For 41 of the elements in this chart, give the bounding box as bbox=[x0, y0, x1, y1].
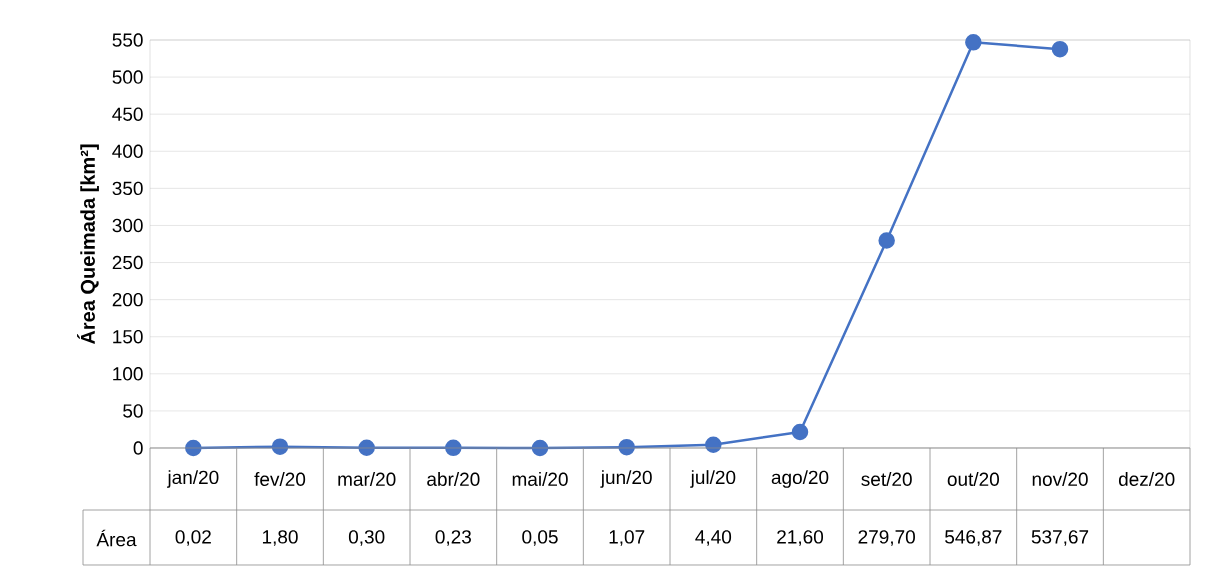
x-tick-label: mai/20 bbox=[512, 472, 568, 486]
data-label: 0,30 bbox=[348, 530, 385, 546]
y-tick-label: 250 bbox=[112, 255, 143, 270]
data-label: 546,87 bbox=[945, 530, 1002, 546]
x-tick-label: jun/20 bbox=[600, 470, 652, 488]
text: Área bbox=[96, 529, 137, 547]
y-tick-label: 400 bbox=[112, 144, 143, 158]
data-label: 0,02 bbox=[175, 530, 211, 546]
y-tick-label: 200 bbox=[112, 292, 143, 307]
data-label: 21,60 bbox=[777, 530, 824, 546]
x-tick-label: ago/20 bbox=[771, 470, 829, 488]
x-tick-label: mar/20 bbox=[338, 472, 396, 486]
y-tick-label: 100 bbox=[113, 367, 143, 381]
y-tick-label: 300 bbox=[112, 218, 143, 233]
data-label: 537,67 bbox=[1031, 530, 1089, 546]
y-tick-label: 350 bbox=[112, 181, 143, 196]
data-label: 0,23 bbox=[435, 530, 471, 546]
x-tick-label: abr/20 bbox=[427, 472, 480, 486]
point bbox=[1051, 40, 1069, 58]
point bbox=[791, 423, 809, 441]
x-tick-label: nov/20 bbox=[1032, 472, 1088, 486]
data-label: 4,40 bbox=[695, 530, 732, 546]
y-tick-label: 150 bbox=[113, 330, 143, 344]
data-label: 0,05 bbox=[522, 530, 558, 546]
y-tick-label: 50 bbox=[123, 404, 143, 418]
y-tick-label: 500 bbox=[112, 70, 143, 84]
x-tick-label: jul/20 bbox=[690, 470, 736, 488]
data-label: 279,70 bbox=[858, 530, 915, 546]
data-label: 1,80 bbox=[262, 530, 298, 546]
point bbox=[965, 34, 982, 51]
y-axis-title: Área Queimada [km²] bbox=[77, 144, 99, 345]
y-tick-label: 0 bbox=[133, 441, 143, 455]
x-tick-label: fev/20 bbox=[254, 472, 306, 486]
x-tick-label: out/20 bbox=[947, 472, 1000, 486]
x-tick-label: dez/20 bbox=[1118, 472, 1175, 486]
data-label: 1,07 bbox=[609, 530, 645, 546]
x-tick-label: set/20 bbox=[861, 472, 912, 486]
y-tick-label: 450 bbox=[112, 107, 143, 121]
point bbox=[878, 232, 895, 249]
y-tick-label: 550 bbox=[112, 33, 143, 47]
x-tick-label: jan/20 bbox=[166, 470, 219, 488]
